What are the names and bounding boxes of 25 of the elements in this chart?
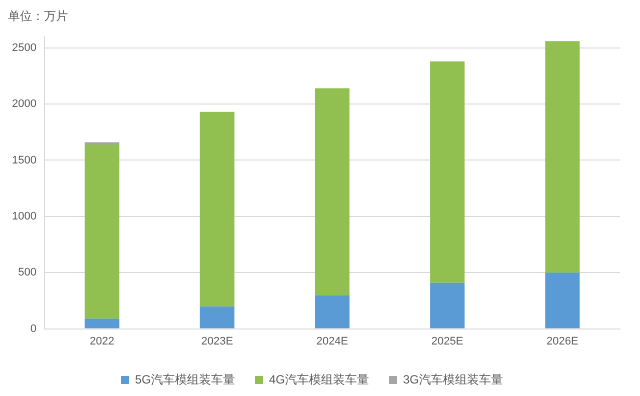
legend-label: 4G汽车模组装车量 <box>268 372 370 386</box>
bar <box>314 295 350 328</box>
y-tick-label: 2000 <box>12 98 36 110</box>
bar <box>84 144 120 319</box>
legend-label: 5G汽车模组装车量 <box>134 372 236 386</box>
y-tick-label: 1500 <box>12 154 36 166</box>
bar <box>84 318 120 328</box>
y-axis-title: 单位：万片 <box>8 8 68 25</box>
bar <box>430 61 465 283</box>
legend-label: 3G汽车模组装车量 <box>403 372 504 386</box>
x-tick-label: 2022 <box>90 335 114 348</box>
bar <box>430 282 465 328</box>
y-tick-label: 500 <box>18 266 36 279</box>
y-tick-label: 0 <box>30 322 36 335</box>
bar <box>545 272 580 328</box>
x-tick-label: 2024E <box>316 335 348 348</box>
bar <box>314 88 350 296</box>
x-tick-label: 2026E <box>546 335 578 348</box>
x-tick-label: 2025E <box>431 335 464 348</box>
y-tick-label: 2500 <box>12 42 36 54</box>
x-tick-label: 2023E <box>201 335 234 348</box>
bar <box>200 112 234 306</box>
bar <box>545 41 580 273</box>
bar <box>200 306 234 328</box>
y-tick-label: 1000 <box>12 210 36 222</box>
